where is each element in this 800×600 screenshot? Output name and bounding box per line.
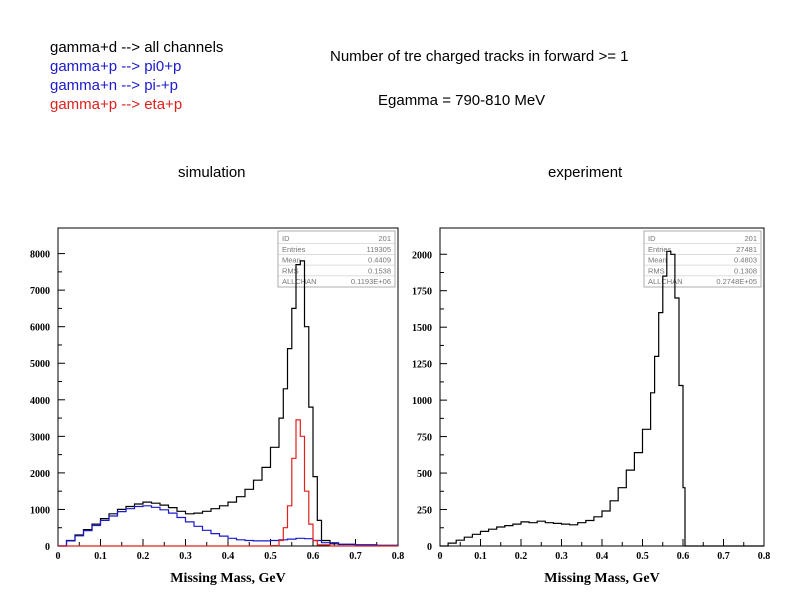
x-tick-label: 0.2 bbox=[515, 551, 528, 562]
stats-box bbox=[277, 230, 396, 288]
stats-value: 27481 bbox=[736, 245, 757, 254]
y-tick-label: 4000 bbox=[30, 396, 50, 407]
stats-value: 0.1308 bbox=[734, 266, 757, 275]
stats-value: 0.4803 bbox=[734, 256, 757, 265]
chart-simulation: 0 0.1 0.2 0.3 0.4 0.5 0.6 0.7 0.8 0 1000 2000 3000 40… bbox=[30, 227, 405, 586]
experiment-panel-label: experiment bbox=[548, 164, 623, 181]
stats-value: 0.4409 bbox=[368, 256, 391, 265]
y-tick-label: 8000 bbox=[30, 250, 50, 261]
y-tick-label: 3000 bbox=[30, 432, 50, 443]
x-tick-label: 0.1 bbox=[94, 551, 107, 562]
x-tick-label: 0.2 bbox=[137, 551, 150, 562]
stats-value: 0.1193E+06 bbox=[351, 277, 391, 286]
y-tick-label: 1000 bbox=[30, 505, 50, 516]
histogram-series-1 bbox=[58, 505, 399, 547]
stats-key: Mean bbox=[648, 256, 667, 265]
stats-key: RMS bbox=[648, 266, 665, 275]
y-tick-label: 2000 bbox=[412, 250, 432, 261]
x-tick-label: 0.6 bbox=[307, 551, 320, 562]
stats-key: ID bbox=[648, 234, 656, 243]
histogram-series-2 bbox=[58, 419, 398, 547]
stats-key: ALLCHAN bbox=[648, 277, 683, 286]
stats-key: Entries bbox=[282, 245, 306, 254]
x-tick-label: 0.3 bbox=[555, 551, 568, 562]
x-axis-label: Missing Mass, GeV bbox=[544, 571, 660, 586]
y-tick-label: 0 bbox=[45, 542, 50, 553]
y-tick-label: 1250 bbox=[412, 360, 432, 371]
stats-value: 0.2748E+05 bbox=[716, 277, 757, 286]
x-tick-label: 0 bbox=[438, 551, 443, 562]
energy-range-subtitle: Egamma = 790-810 MeV bbox=[378, 92, 546, 109]
y-tick-label: 7000 bbox=[30, 286, 50, 297]
stats-key: ID bbox=[282, 234, 290, 243]
stats-key: ALLCHAN bbox=[282, 277, 317, 286]
stats-value: 119305 bbox=[367, 245, 391, 254]
x-tick-label: 0.7 bbox=[349, 551, 362, 562]
x-axis-label: Missing Mass, GeV bbox=[170, 571, 286, 586]
x-tick-label: 0.7 bbox=[717, 551, 730, 562]
x-tick-label: 0.4 bbox=[222, 551, 235, 562]
histogram-series-0 bbox=[440, 250, 764, 547]
x-tick-label: 0.3 bbox=[179, 551, 192, 562]
x-tick-label: 0.5 bbox=[636, 551, 649, 562]
stats-value: 201 bbox=[744, 234, 757, 243]
y-tick-label: 6000 bbox=[30, 323, 50, 334]
y-tick-label: 1500 bbox=[412, 323, 432, 334]
stats-value: 201 bbox=[378, 234, 391, 243]
y-tick-label: 5000 bbox=[30, 359, 50, 370]
stats-key: RMS bbox=[282, 266, 299, 275]
x-tick-label: 0.4 bbox=[596, 551, 609, 562]
simulation-panel-label: simulation bbox=[178, 164, 246, 181]
chart-experiment: 0 0.1 0.2 0.3 0.4 0.5 0.6 0.7 0.8 0 250 500 750 1000 1… bbox=[412, 227, 771, 586]
legend-item-eta-p: gamma+p --> eta+p bbox=[50, 96, 183, 113]
x-tick-label: 0 bbox=[56, 551, 61, 562]
y-tick-label: 0 bbox=[427, 542, 432, 553]
stats-key: Entries bbox=[648, 245, 672, 254]
stats-box bbox=[643, 230, 762, 288]
x-tick-label: 0.8 bbox=[392, 551, 405, 562]
histogram-series-0 bbox=[58, 260, 399, 547]
y-tick-label: 250 bbox=[417, 506, 432, 517]
x-tick-label: 0.6 bbox=[677, 551, 690, 562]
legend-item-pi-minus-p: gamma+n --> pi-+p bbox=[50, 77, 178, 94]
stats-key: Mean bbox=[282, 256, 301, 265]
x-tick-label: 0.5 bbox=[264, 551, 277, 562]
y-tick-label: 2000 bbox=[30, 469, 50, 480]
y-tick-label: 1750 bbox=[412, 287, 432, 298]
y-tick-label: 1000 bbox=[412, 396, 432, 407]
page-title: Number of tre charged tracks in forward … bbox=[330, 48, 629, 65]
legend-item-pi0-p: gamma+p --> pi0+p bbox=[50, 58, 182, 75]
y-tick-label: 750 bbox=[417, 433, 432, 444]
stats-value: 0.1538 bbox=[368, 266, 391, 275]
legend-item-all-channels: gamma+d --> all channels bbox=[50, 39, 224, 56]
legend: gamma+d --> all channels gamma+p --> pi0… bbox=[50, 38, 223, 114]
x-tick-label: 0.8 bbox=[758, 551, 771, 562]
y-tick-label: 500 bbox=[417, 469, 432, 480]
x-tick-label: 0.1 bbox=[474, 551, 487, 562]
